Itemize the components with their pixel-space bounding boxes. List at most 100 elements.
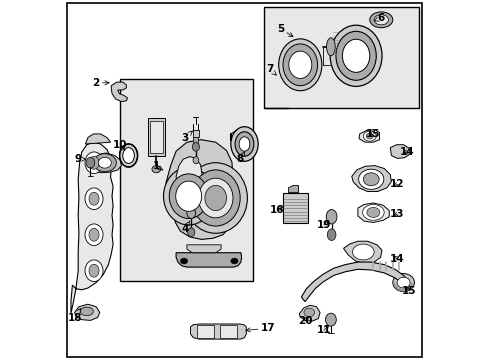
Bar (192, 130, 199, 137)
Polygon shape (357, 203, 388, 222)
Text: 18: 18 (67, 309, 81, 323)
Text: 2: 2 (92, 78, 109, 88)
Polygon shape (389, 145, 409, 158)
Ellipse shape (89, 156, 99, 169)
Ellipse shape (122, 148, 134, 163)
Ellipse shape (187, 228, 194, 237)
Ellipse shape (193, 157, 199, 164)
Polygon shape (166, 140, 233, 239)
Ellipse shape (325, 313, 336, 326)
Ellipse shape (363, 131, 375, 141)
Ellipse shape (366, 133, 373, 139)
Text: 6: 6 (374, 13, 384, 23)
Ellipse shape (329, 25, 381, 86)
Ellipse shape (230, 127, 258, 161)
Bar (220, 325, 237, 338)
Polygon shape (75, 304, 100, 320)
Bar (193, 137, 198, 144)
Ellipse shape (120, 144, 137, 167)
Ellipse shape (278, 39, 321, 91)
Bar (150, 121, 163, 153)
Text: 8: 8 (236, 151, 244, 164)
Ellipse shape (192, 143, 199, 151)
Ellipse shape (363, 173, 378, 186)
Ellipse shape (352, 244, 373, 260)
Ellipse shape (152, 166, 160, 173)
Text: 14: 14 (389, 254, 404, 264)
Ellipse shape (373, 15, 387, 25)
Ellipse shape (89, 228, 99, 241)
Polygon shape (343, 241, 381, 264)
Text: 9: 9 (75, 154, 85, 164)
Polygon shape (71, 142, 113, 313)
Ellipse shape (326, 229, 335, 240)
Ellipse shape (85, 152, 103, 174)
Text: 19: 19 (316, 220, 330, 230)
Text: 14: 14 (399, 147, 414, 157)
Polygon shape (87, 153, 121, 173)
Polygon shape (176, 157, 202, 190)
Polygon shape (176, 253, 241, 267)
Ellipse shape (89, 264, 99, 277)
Bar (283, 193, 307, 223)
Text: 12: 12 (389, 179, 404, 189)
Polygon shape (190, 324, 246, 339)
Ellipse shape (86, 157, 95, 168)
Text: 10: 10 (113, 140, 127, 150)
Ellipse shape (85, 224, 103, 246)
Ellipse shape (235, 132, 253, 156)
Bar (120, 79, 253, 281)
Polygon shape (301, 262, 407, 302)
Polygon shape (351, 166, 390, 192)
Ellipse shape (180, 258, 187, 264)
Polygon shape (358, 130, 379, 142)
Polygon shape (85, 134, 110, 144)
Ellipse shape (326, 38, 335, 56)
Ellipse shape (358, 169, 383, 189)
Ellipse shape (288, 51, 311, 78)
Ellipse shape (283, 44, 317, 86)
Ellipse shape (366, 207, 379, 217)
Ellipse shape (98, 157, 111, 168)
Text: 17: 17 (245, 323, 275, 333)
Text: 15: 15 (401, 286, 416, 296)
Polygon shape (299, 305, 320, 321)
Polygon shape (288, 185, 298, 193)
Bar (197, 325, 214, 338)
Text: 20: 20 (297, 316, 312, 326)
Ellipse shape (89, 192, 99, 205)
Ellipse shape (342, 39, 369, 72)
Text: 11: 11 (316, 325, 330, 336)
Ellipse shape (175, 181, 201, 211)
Text: 3: 3 (181, 131, 192, 143)
Text: 4: 4 (181, 221, 189, 234)
Text: 16: 16 (269, 204, 284, 215)
Text: 7: 7 (265, 64, 276, 75)
Ellipse shape (362, 204, 384, 220)
Text: 1: 1 (152, 161, 163, 171)
Bar (264, 7, 418, 108)
Text: 13: 13 (389, 209, 404, 219)
Ellipse shape (204, 185, 226, 211)
Polygon shape (111, 82, 127, 102)
Ellipse shape (392, 274, 413, 292)
Ellipse shape (369, 12, 392, 28)
Ellipse shape (198, 178, 232, 218)
Polygon shape (186, 245, 221, 253)
Ellipse shape (396, 277, 409, 288)
Ellipse shape (85, 188, 103, 210)
Bar (148, 118, 165, 156)
Ellipse shape (239, 137, 249, 151)
Text: 15: 15 (366, 129, 380, 139)
Ellipse shape (169, 174, 208, 219)
Ellipse shape (85, 260, 103, 282)
Ellipse shape (80, 307, 93, 316)
Ellipse shape (335, 31, 375, 80)
Text: 5: 5 (276, 24, 292, 37)
Ellipse shape (303, 308, 314, 317)
Ellipse shape (93, 154, 116, 172)
Ellipse shape (183, 163, 247, 233)
Ellipse shape (191, 170, 240, 226)
Ellipse shape (163, 167, 213, 225)
Ellipse shape (186, 208, 195, 219)
